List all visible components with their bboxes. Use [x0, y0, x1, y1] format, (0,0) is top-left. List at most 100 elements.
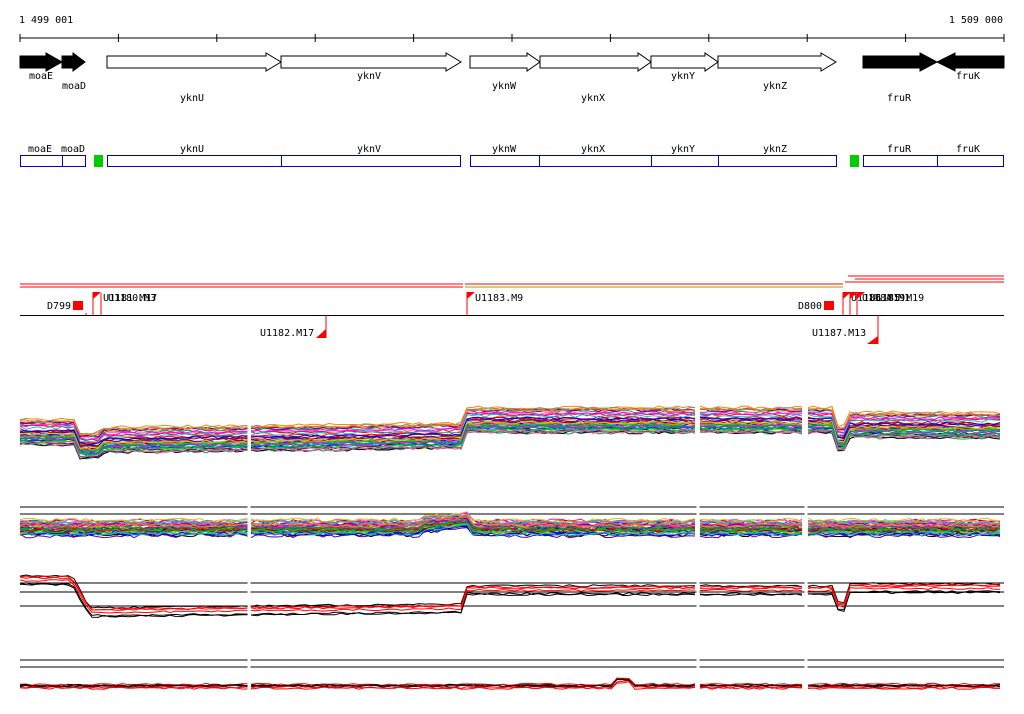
gene-box-yknV[interactable]: yknV: [281, 144, 461, 167]
svg-text:yknY: yknY: [671, 71, 695, 82]
svg-text:U1185.M19: U1185.M19: [870, 293, 924, 304]
svg-text:yknV: yknV: [357, 144, 381, 155]
svg-text:yknZ: yknZ: [763, 144, 787, 155]
svg-text:moaE: moaE: [29, 71, 53, 82]
svg-text:fruK: fruK: [956, 144, 980, 155]
expression-trace: [19, 575, 1001, 611]
transcription-feature-track: D799 U1181.M17 U1180.M3 U1182.M17 U1183.…: [20, 275, 1004, 344]
svg-text:moaD: moaD: [62, 81, 86, 92]
gene-box-yknX[interactable]: yknX: [539, 144, 652, 167]
svg-text:moaD: moaD: [61, 144, 85, 155]
gene-box-yknZ[interactable]: yknZ: [718, 144, 837, 167]
svg-text:U1184.M1: U1184.M1: [862, 293, 910, 304]
expression-trace: [19, 515, 1001, 528]
feature-marker-D799[interactable]: D799: [47, 301, 87, 315]
expression-profile-panel: [19, 570, 1004, 618]
expression-trace: [19, 574, 1001, 609]
expression-trace: [19, 420, 1001, 450]
expression-trace: [19, 519, 1001, 531]
expression-trace: [19, 424, 1001, 454]
expression-trace: [19, 427, 1000, 456]
svg-text:D800: D800: [798, 301, 822, 312]
expression-trace: [19, 416, 1001, 446]
expression-profile-panel: [19, 654, 1004, 696]
svg-text:yknW: yknW: [492, 144, 517, 155]
expression-trace: [19, 583, 1001, 618]
coordinate-ruler: 1 499 001 1 509 000: [19, 15, 1005, 42]
expression-trace: [20, 514, 1001, 526]
svg-text:yknX: yknX: [581, 144, 605, 155]
svg-text:yknU: yknU: [180, 144, 204, 155]
feature-marker-U1186.M19[interactable]: U1186.M19: [842, 292, 905, 315]
gene-box-track: moaE moaD yknU yknV yknW yknX yknY: [20, 144, 1004, 167]
expression-trace: [19, 428, 1001, 458]
feature-marker-U1185.M19[interactable]: U1185.M19: [856, 292, 924, 315]
svg-text:U1186.M19: U1186.M19: [851, 293, 905, 304]
svg-text:yknX: yknX: [581, 93, 605, 104]
svg-text:fruR: fruR: [887, 144, 912, 155]
ruler-end-label: 1 509 000: [949, 15, 1003, 26]
svg-text:yknU: yknU: [180, 93, 204, 104]
gene-box-yknY[interactable]: yknY: [651, 144, 719, 167]
gene-box-yknU[interactable]: yknU: [107, 144, 282, 167]
ruler-start-label: 1 499 001: [19, 15, 73, 26]
expression-trace: [19, 522, 1001, 534]
gene-box-moaD[interactable]: moaD: [61, 144, 86, 167]
expression-trace: [19, 512, 1001, 523]
gene-arrow-yknY[interactable]: yknY: [650, 52, 719, 82]
gene-arrow-moaD[interactable]: moaD: [61, 52, 86, 92]
svg-text:yknY: yknY: [671, 144, 695, 155]
expression-profile-panel: [19, 396, 1001, 460]
gene-arrow-yknV[interactable]: yknV: [280, 52, 462, 82]
svg-text:U1187.M13: U1187.M13: [812, 328, 866, 339]
svg-text:U1182.M17: U1182.M17: [260, 328, 314, 339]
svg-text:moaE: moaE: [28, 144, 52, 155]
expression-trace: [19, 411, 1001, 441]
expression-trace: [19, 525, 1001, 537]
feature-marker-U1184.M1[interactable]: U1184.M1: [849, 292, 910, 315]
expression-trace: [19, 413, 1001, 443]
expression-trace: [19, 579, 1001, 614]
feature-marker-U1183.M9[interactable]: U1183.M9: [466, 292, 523, 315]
gene-arrow-yknZ[interactable]: yknZ: [717, 52, 837, 92]
feature-marker-U1181.M17[interactable]: U1181.M17: [92, 292, 157, 315]
gene-arrow-yknX[interactable]: yknX: [539, 52, 652, 104]
feature-marker-U1182.M17[interactable]: U1182.M17: [260, 315, 327, 339]
expression-trace: [19, 407, 1001, 437]
expression-trace: [19, 418, 1001, 447]
gene-arrow-fruR[interactable]: fruR: [862, 52, 939, 104]
svg-text:U1183.M9: U1183.M9: [475, 293, 523, 304]
svg-text:fruR: fruR: [887, 93, 912, 104]
feature-marker-D800[interactable]: D800: [798, 301, 834, 312]
expression-trace: [19, 576, 1001, 611]
ruler-ticks: [19, 34, 1005, 42]
gene-arrow-fruK[interactable]: fruK: [935, 52, 1005, 82]
svg-text:yknZ: yknZ: [763, 81, 787, 92]
gene-arrow-yknW[interactable]: yknW: [469, 52, 541, 92]
expression-trace: [19, 681, 1000, 690]
svg-text:yknW: yknW: [492, 81, 517, 92]
expression-trace: [19, 517, 1001, 528]
feature-marker-U1187.M13[interactable]: U1187.M13: [812, 315, 879, 344]
gene-box-moaE[interactable]: moaE: [20, 144, 63, 167]
gene-box-fruR[interactable]: fruR: [863, 144, 938, 167]
gene-box-fruK[interactable]: fruK: [937, 144, 1004, 167]
expression-trace: [19, 520, 1001, 532]
expression-trace: [19, 678, 1001, 688]
svg-text:U1180.M3: U1180.M3: [108, 293, 156, 304]
gene-box-yknW[interactable]: yknW: [470, 144, 540, 167]
terminator-marker: [850, 155, 859, 167]
gene-arrow-moaE[interactable]: moaE: [19, 52, 64, 82]
gene-arrow-track: moaE moaD yknU yknV yknW yknX yknY yknZ: [19, 52, 1005, 104]
expression-trace: [19, 406, 1001, 435]
feature-marker-U1180.M3[interactable]: U1180.M3: [100, 293, 156, 315]
svg-text:yknV: yknV: [357, 71, 381, 82]
expression-profile-panel: [19, 500, 1004, 545]
svg-text:U1181.M17: U1181.M17: [103, 293, 157, 304]
gene-arrow-yknU[interactable]: yknU: [106, 52, 282, 104]
expression-trace: [19, 523, 1001, 537]
svg-text:D799: D799: [47, 301, 71, 312]
terminator-marker: [94, 155, 103, 167]
expression-trace: [19, 677, 1000, 686]
